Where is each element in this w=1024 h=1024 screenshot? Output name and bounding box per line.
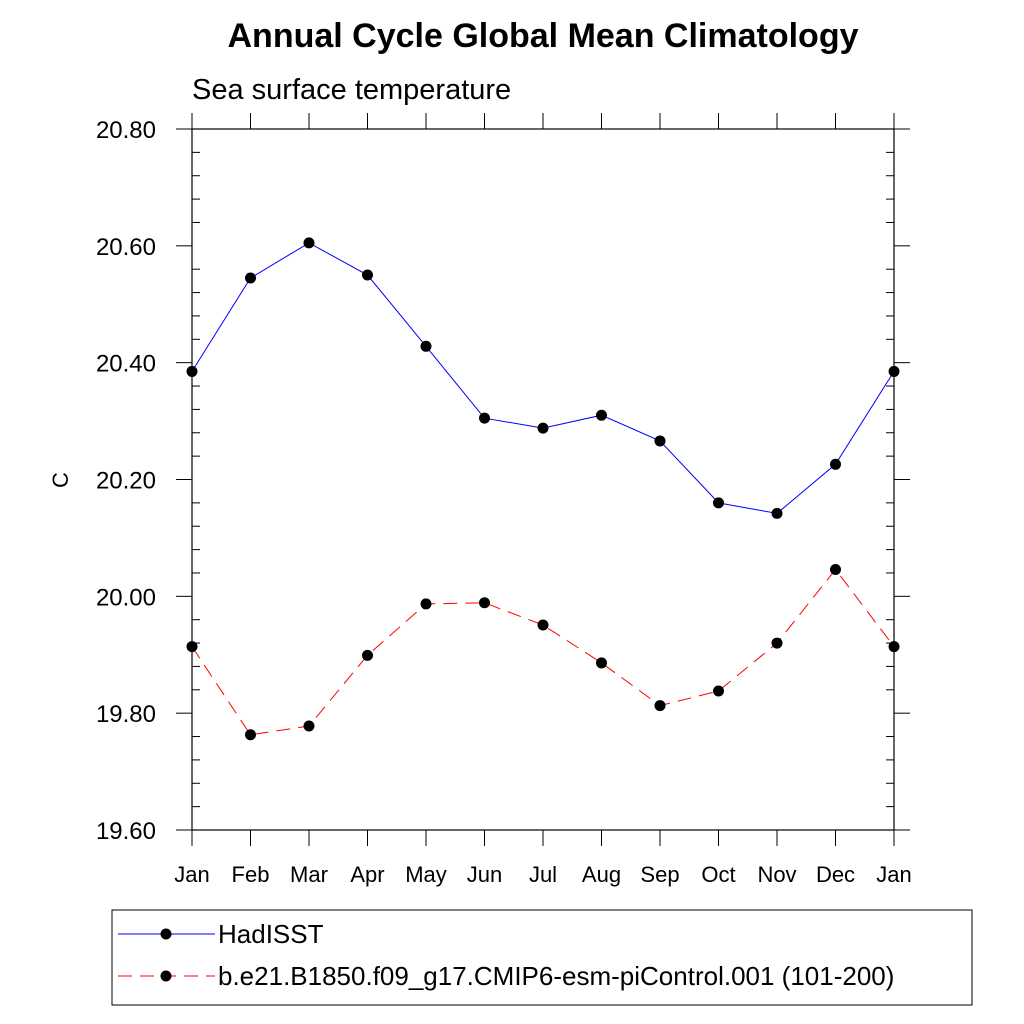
chart-subtitle: Sea surface temperature xyxy=(192,74,511,106)
x-tick-label: Feb xyxy=(232,862,270,887)
x-tick-label: May xyxy=(405,862,447,887)
series-0-point xyxy=(654,435,666,447)
tick-labels: 19.60 19.80 20.00 20.20 20.40 20.60 20.80 Jan Fe… xyxy=(96,117,912,887)
x-tick-label: Nov xyxy=(757,862,796,887)
series-1-point xyxy=(479,597,490,609)
y-tick-label: 20.20 xyxy=(96,468,156,495)
x-tick-label: Dec xyxy=(816,862,855,887)
x-tick-label: Oct xyxy=(701,862,735,887)
series-0-point xyxy=(596,409,607,421)
series-1-point xyxy=(771,637,783,649)
series-1-point xyxy=(420,598,432,610)
series-line-0 xyxy=(191,242,895,514)
series-0-point xyxy=(479,412,490,424)
y-tick-label: 19.80 xyxy=(96,701,156,728)
series-1-point xyxy=(537,619,549,631)
y-tick-label: 20.60 xyxy=(96,234,156,261)
series-0-point xyxy=(537,422,549,434)
series-1-point xyxy=(303,720,315,732)
plot-frame xyxy=(191,128,895,831)
legend-label-hadisst: HadISST xyxy=(218,919,324,949)
x-tick-label: Mar xyxy=(290,862,328,887)
x-tick-label: Jun xyxy=(467,862,502,887)
x-tick-label: Jan xyxy=(876,862,911,887)
series-line-1 xyxy=(191,568,895,736)
chart-title: Annual Cycle Global Mean Climatology xyxy=(228,17,859,55)
y-tick-label: 20.80 xyxy=(96,117,156,144)
series-0-point xyxy=(245,272,256,284)
series-0-point xyxy=(362,269,373,281)
series-1-point xyxy=(245,729,256,741)
series-0-point xyxy=(771,507,783,519)
legend: HadISST b.e21.B1850.f09_g17.CMIP6-esm-pi… xyxy=(111,909,973,1006)
series-1-point xyxy=(713,685,724,697)
legend-marker-cmip6 xyxy=(160,970,172,982)
legend-box xyxy=(111,909,973,1006)
series-1-point xyxy=(596,657,607,669)
series-layer xyxy=(186,237,900,741)
series-0-point xyxy=(303,237,315,249)
x-tick-label: Jul xyxy=(529,862,557,887)
series-1-point xyxy=(830,563,841,575)
series-0-point xyxy=(420,340,432,352)
x-tick-label: Apr xyxy=(350,862,384,887)
legend-label-cmip6: b.e21.B1850.f09_g17.CMIP6-esm-piControl.… xyxy=(218,961,894,991)
series-0-point xyxy=(830,458,841,470)
x-tick-label: Sep xyxy=(640,862,679,887)
y-axis-label: C xyxy=(48,472,73,488)
legend-marker-hadisst xyxy=(160,928,172,940)
y-tick-label: 20.40 xyxy=(96,351,156,378)
series-0-point xyxy=(713,497,724,509)
series-1-point xyxy=(654,700,666,712)
y-tick-label: 19.60 xyxy=(96,818,156,845)
x-tick-label: Jan xyxy=(174,862,209,887)
axis-ticks xyxy=(176,113,910,846)
y-tick-label: 20.00 xyxy=(96,584,156,611)
x-tick-label: Aug xyxy=(582,862,621,887)
series-1-point xyxy=(362,649,373,661)
